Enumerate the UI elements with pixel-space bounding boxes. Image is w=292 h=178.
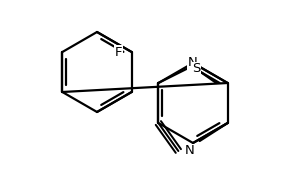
Text: N: N [184, 145, 194, 158]
Text: S: S [192, 62, 201, 75]
Text: N: N [188, 56, 198, 69]
Text: F: F [115, 46, 123, 59]
